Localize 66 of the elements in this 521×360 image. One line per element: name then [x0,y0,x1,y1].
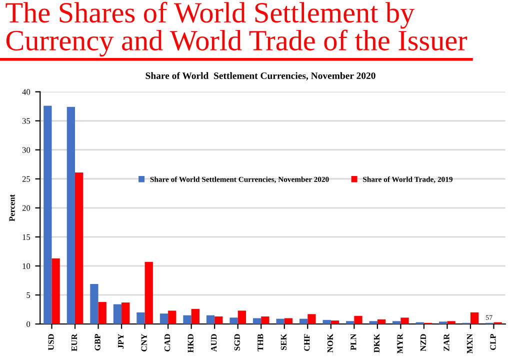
bar [308,314,316,324]
y-tick-label: 25 [22,176,30,182]
bar [284,318,293,324]
x-tick-label: CNY [141,334,147,352]
x-tick-label: GBP [94,334,100,350]
bar [75,172,84,324]
bar [90,284,98,324]
x-tick-label: MXN [467,334,472,354]
bar [238,310,246,324]
bar [400,318,409,324]
y-tick-label: 15 [22,234,30,240]
bar [346,321,354,324]
bar [136,312,145,324]
bar [447,321,456,324]
bar [377,319,386,324]
y-tick-label: 10 [22,263,30,269]
bar [214,316,223,324]
x-tick-label: DKK [374,334,380,353]
x-tick-label: PLN [350,334,356,350]
bar [191,308,200,324]
bar [369,321,378,324]
y-tick-label: 20 [22,205,30,211]
bar [183,315,192,324]
x-tick-label: JPY [118,334,124,349]
bar [52,258,60,324]
bar [66,106,76,324]
bar [160,314,168,324]
x-tick-label: EUR [72,334,78,352]
bar [276,318,284,324]
x-tick-label: NOK [327,334,333,353]
bar [354,316,362,324]
chart-title: The Shares of World Settlement by Currency and World Trade of the Issuer [6,2,468,56]
bar [470,312,479,324]
y-tick-label: 30 [22,147,30,153]
x-tick-label: SEK [280,334,286,350]
x-tick-label: SGD [234,334,240,350]
x-tick-label: CHF [304,334,310,351]
bar [206,315,215,324]
bar [122,302,130,324]
x-tick-label: HKD [188,334,194,353]
bar [98,302,106,324]
y-tick-label: 35 [22,118,30,124]
bar [230,318,238,324]
x-tick-label: THB [258,334,264,352]
x-tick-label: CAD [164,334,170,352]
x-tick-label: NZD [420,334,426,352]
y-tick-label: 5 [26,292,30,298]
bar [168,310,176,324]
bar [144,262,153,324]
bar [392,321,401,324]
bar [261,316,270,324]
chart-subtitle: Share of World Settlement Currencies, November 2020 [146,72,376,80]
bar [322,320,331,324]
y-tick-label: 0 [26,321,30,327]
x-tick-label: AUD [211,334,217,352]
bar [44,106,52,324]
x-tick-label: ZAR [444,334,450,351]
bar [330,320,340,324]
x-tick-label: CLP [490,334,496,350]
bar [252,318,262,324]
bar [113,304,122,324]
y-tick-label: 40 [22,89,30,95]
x-tick-label: USD [48,334,54,350]
bar [299,318,308,324]
x-tick-label: MYR [397,334,403,354]
y-axis-title: Percent [9,194,15,222]
